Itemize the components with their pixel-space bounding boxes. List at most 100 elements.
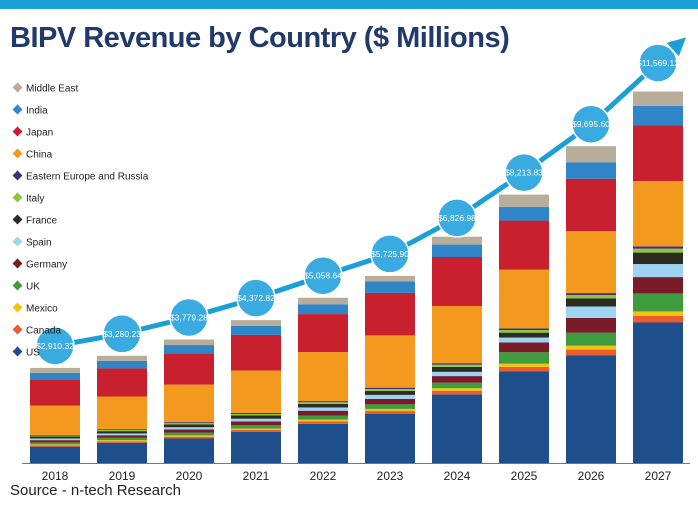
total-bubble (571, 104, 611, 144)
legend-label-germany: Germany (26, 260, 67, 271)
legend-marker-germany (12, 258, 23, 269)
legend-marker-us (12, 346, 23, 357)
bar-segment-uk-2018 (30, 442, 80, 445)
bar-segment-canada-2020 (164, 436, 214, 439)
bar-segment-france-2025 (499, 332, 549, 338)
legend-label-japan: Japan (26, 128, 53, 139)
bar-segment-france-2022 (298, 403, 348, 408)
legend-label-mexico: Mexico (26, 304, 58, 315)
bar-segment-china-2018 (30, 405, 80, 435)
total-label: $11,569.12 (637, 58, 679, 68)
bar-segment-france-2027 (633, 252, 683, 265)
trend-arrow-head (666, 37, 687, 57)
bar-segment-us-2020 (164, 438, 214, 463)
bar-segment-eastern-europe-and-russia-2021 (231, 413, 281, 414)
total-bubble (303, 255, 343, 296)
bar-segment-italy-2027 (633, 248, 683, 253)
bar-segment-mexico-2021 (231, 428, 281, 430)
bar-segment-germany-2021 (231, 421, 281, 426)
bar-segment-canada-2026 (566, 349, 616, 356)
bar-segment-france-2019 (97, 431, 147, 434)
bar-segment-italy-2019 (97, 430, 147, 432)
bar-segment-spain-2019 (97, 433, 147, 436)
bar-segment-middle-east-2021 (231, 320, 281, 326)
source-note: Source - n-tech Research (10, 482, 181, 499)
legend-marker-eastern-europe-and-russia (12, 170, 23, 181)
bar-segment-canada-2027 (633, 315, 683, 323)
bar-segment-middle-east-2026 (566, 146, 616, 163)
bar-segment-india-2018 (30, 372, 80, 380)
bar-segment-japan-2023 (365, 292, 415, 336)
legend-label-uk: UK (26, 282, 40, 293)
legend-label-us: US (26, 348, 40, 359)
bar-segment-eastern-europe-and-russia-2023 (365, 387, 415, 389)
legend-marker-france (12, 214, 23, 225)
bar-segment-uk-2025 (499, 352, 549, 364)
trend-line-layer: $2,910.32 $3,280.23 $3,779.28 $4,372.82 $5,0… (35, 37, 687, 366)
bar-segment-spain-2023 (365, 394, 415, 399)
legend-marker-canada (12, 324, 23, 335)
bar-segment-us-2022 (298, 423, 348, 463)
x-tick-label: 2023 (377, 469, 404, 483)
bar-segment-china-2021 (231, 370, 281, 414)
bar-segment-china-2020 (164, 384, 214, 423)
bar-segment-japan-2021 (231, 334, 281, 371)
total-bubble (102, 314, 142, 354)
bar-segment-canada-2024 (432, 390, 482, 395)
bar-segment-us-2026 (566, 355, 616, 463)
bar-segment-germany-2027 (633, 277, 683, 294)
bar-segment-uk-2021 (231, 425, 281, 429)
bar-segment-uk-2026 (566, 332, 616, 346)
bar-segment-france-2026 (566, 298, 616, 307)
bar-segment-china-2019 (97, 396, 147, 430)
total-label: $5,725.90 (371, 249, 409, 259)
bar-segment-france-2024 (432, 366, 482, 372)
legend-marker-uk (12, 280, 23, 291)
bar-segment-us-2019 (97, 442, 147, 463)
bar-segment-eastern-europe-and-russia-2025 (499, 328, 549, 331)
bar-segment-india-2023 (365, 281, 415, 293)
bar-segment-germany-2018 (30, 440, 80, 443)
bar-segment-spain-2022 (298, 407, 348, 411)
legend-label-middle-east: Middle East (26, 84, 78, 95)
bar-segment-germany-2023 (365, 398, 415, 405)
total-label: $6,826.98 (438, 213, 476, 223)
bar-segment-mexico-2020 (164, 435, 214, 437)
bar-segment-india-2020 (164, 345, 214, 354)
bar-segment-japan-2019 (97, 368, 147, 397)
bar-segment-china-2023 (365, 335, 415, 388)
bar-segment-middle-east-2020 (164, 339, 214, 346)
x-tick-label: 2021 (243, 469, 270, 483)
bar-segment-india-2019 (97, 360, 147, 369)
bar-segment-eastern-europe-and-russia-2027 (633, 246, 683, 249)
bar-segment-mexico-2023 (365, 408, 415, 412)
bar-segment-middle-east-2022 (298, 297, 348, 305)
total-label: $3,280.23 (103, 329, 141, 339)
trend-line (54, 61, 660, 349)
legend-label-france: France (26, 216, 58, 227)
bar-segment-mexico-2018 (30, 444, 80, 446)
bar-segment-spain-2025 (499, 337, 549, 343)
bar-segment-us-2018 (30, 446, 80, 463)
bar-segment-france-2020 (164, 424, 214, 428)
bar-segment-us-2021 (231, 431, 281, 463)
bar-segment-china-2027 (633, 181, 683, 247)
bar-segment-middle-east-2025 (499, 194, 549, 207)
bar-segment-germany-2025 (499, 342, 549, 353)
bar-segment-canada-2018 (30, 445, 80, 447)
bar-segment-uk-2022 (298, 415, 348, 420)
bar-segment-mexico-2026 (566, 345, 616, 350)
bar-segment-canada-2021 (231, 430, 281, 432)
bar-segment-eastern-europe-and-russia-2019 (97, 429, 147, 430)
chart-title: BIPV Revenue by Country ($ Millions) (10, 22, 510, 54)
bar-segment-spain-2018 (30, 438, 80, 441)
legend-marker-india (12, 104, 23, 115)
bar-segment-us-2023 (365, 413, 415, 463)
total-label: $5,058.64 (304, 271, 342, 281)
bar-segment-italy-2025 (499, 330, 549, 333)
bar-segment-china-2022 (298, 352, 348, 402)
legend-marker-china (12, 148, 23, 159)
bar-segment-eastern-europe-and-russia-2022 (298, 401, 348, 403)
bar-segment-germany-2020 (164, 429, 214, 433)
